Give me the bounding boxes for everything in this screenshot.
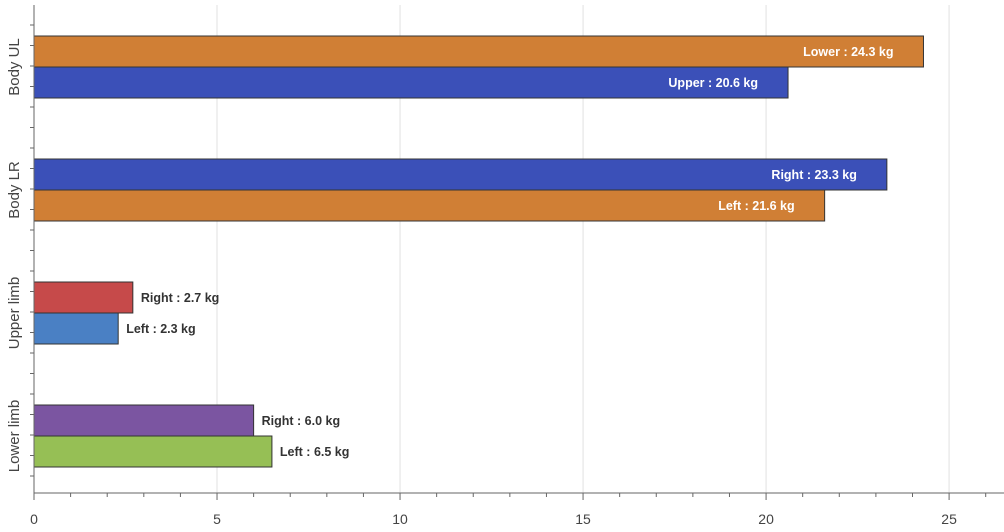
category-label: Upper limb <box>6 277 23 350</box>
category-label: Lower limb <box>6 400 23 473</box>
x-tick-label: 0 <box>30 511 38 527</box>
bars: Lower : 24.3 kg Upper : 20.6 kg Right : 23… <box>33 35 924 468</box>
bar-value-label: Lower : 24.3 kg <box>803 45 893 59</box>
bar <box>33 312 119 345</box>
bar <box>33 189 826 222</box>
bar-value-label: Right : 23.3 kg <box>771 168 856 182</box>
category-label: Body LR <box>6 161 23 219</box>
bar <box>33 158 888 191</box>
x-tick-label: 15 <box>575 511 591 527</box>
x-tick-label: 20 <box>758 511 774 527</box>
bar-value-label: Left : 21.6 kg <box>718 199 794 213</box>
bar-value-label: Left : 6.5 kg <box>280 445 349 459</box>
bar-value-label: Right : 2.7 kg <box>141 291 219 305</box>
bar <box>33 281 134 314</box>
x-tick-label: 10 <box>392 511 408 527</box>
category-label: Body UL <box>6 38 23 96</box>
bar <box>33 66 789 99</box>
bar <box>33 435 273 468</box>
x-tick-label: 5 <box>213 511 221 527</box>
bar-value-label: Upper : 20.6 kg <box>668 76 758 90</box>
bar <box>33 404 255 437</box>
bar-value-label: Right : 6.0 kg <box>262 414 340 428</box>
axes: 0 5 10 15 20 25 Body UL Body LR Upper limb Lower … <box>6 5 1004 527</box>
bar-value-label: Left : 2.3 kg <box>126 322 195 336</box>
bar <box>33 35 924 68</box>
x-tick-label: 25 <box>941 511 957 527</box>
